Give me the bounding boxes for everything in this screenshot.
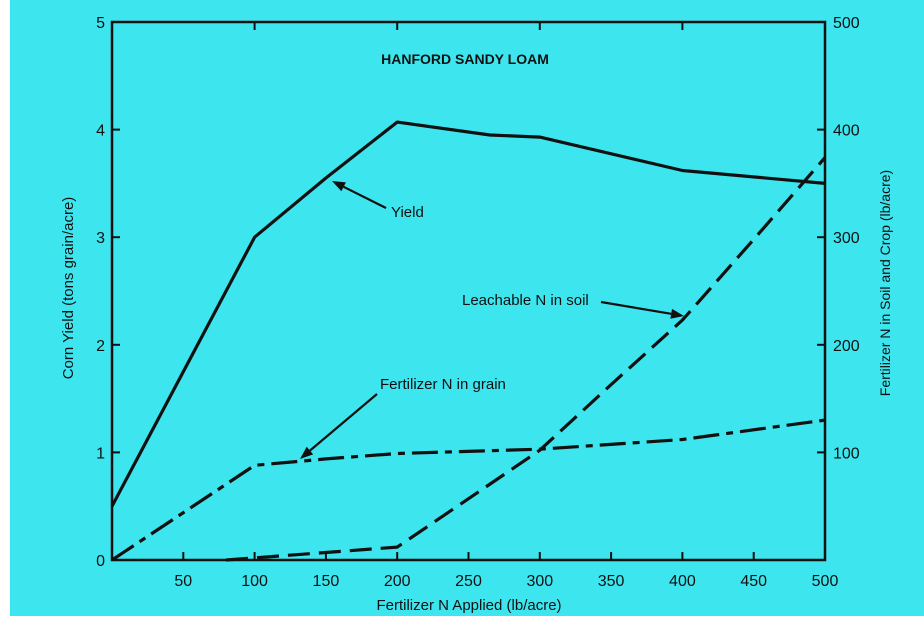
x-axis-label: Fertilizer N Applied (lb/acre) <box>376 597 561 614</box>
chart-panel-background <box>10 0 924 616</box>
y-tick-label-right: 500 <box>833 15 860 32</box>
axis-tick-labels: 50 100 150 200 250 300 350 400 450 500 0 1 2 3 4 5 100 20… <box>96 15 860 590</box>
annotation-arrow-shaft-leachable-n-in-soil <box>600 300 672 315</box>
annotation-label-fertilizer-n-in-grain: Fertilizer N in grain <box>380 376 506 393</box>
series-line-leachable-n-in-soil <box>225 156 827 562</box>
annotation-arrow-shaft-fertilizer-n-in-grain <box>309 393 378 452</box>
annotation-arrow-head-leachable-n-in-soil <box>670 308 684 319</box>
annotation-arrow-head-yield <box>332 181 346 192</box>
y-tick-label-right: 100 <box>833 445 860 462</box>
chart-title: HANFORD SANDY LOAM <box>381 51 549 67</box>
x-tick-label: 250 <box>455 573 482 590</box>
series-annotations: Yield Leachable N in soil Fertilizer N in … <box>300 181 684 459</box>
x-tick-label: 150 <box>313 573 340 590</box>
annotation-label-leachable-n-in-soil: Leachable N in soil <box>462 292 589 309</box>
y-tick-label-left: 0 <box>96 553 105 570</box>
y-tick-label-right: 200 <box>833 338 860 355</box>
series-lines <box>110 120 827 562</box>
y-tick-label-left: 4 <box>96 123 105 140</box>
y-tick-label-left: 3 <box>96 230 105 247</box>
y-tick-label-right: 300 <box>833 230 860 247</box>
x-tick-label: 500 <box>812 573 839 590</box>
y-tick-label-left: 5 <box>96 15 105 32</box>
x-tick-label: 450 <box>740 573 767 590</box>
y-axis-label-left: Corn Yield (tons grain/acre) <box>60 197 77 380</box>
annotation-arrow-shaft-yield <box>343 185 387 209</box>
series-line-fertilizer-n-in-grain <box>111 418 826 562</box>
y-tick-label-left: 2 <box>96 338 105 355</box>
y-tick-label-right: 400 <box>833 123 860 140</box>
x-tick-label: 50 <box>174 573 192 590</box>
x-tick-label: 200 <box>384 573 411 590</box>
annotation-label-yield: Yield <box>391 204 424 221</box>
series-line-yield <box>110 120 826 507</box>
y-tick-label-left: 1 <box>96 445 105 462</box>
y-axis-label-right: Fertilizer N in Soil and Crop (lb/acre) <box>877 170 893 396</box>
x-tick-label: 100 <box>241 573 268 590</box>
x-tick-label: 400 <box>669 573 696 590</box>
annotation-arrow-head-fertilizer-n-in-grain <box>300 446 314 459</box>
x-tick-label: 300 <box>526 573 553 590</box>
x-tick-label: 350 <box>598 573 625 590</box>
